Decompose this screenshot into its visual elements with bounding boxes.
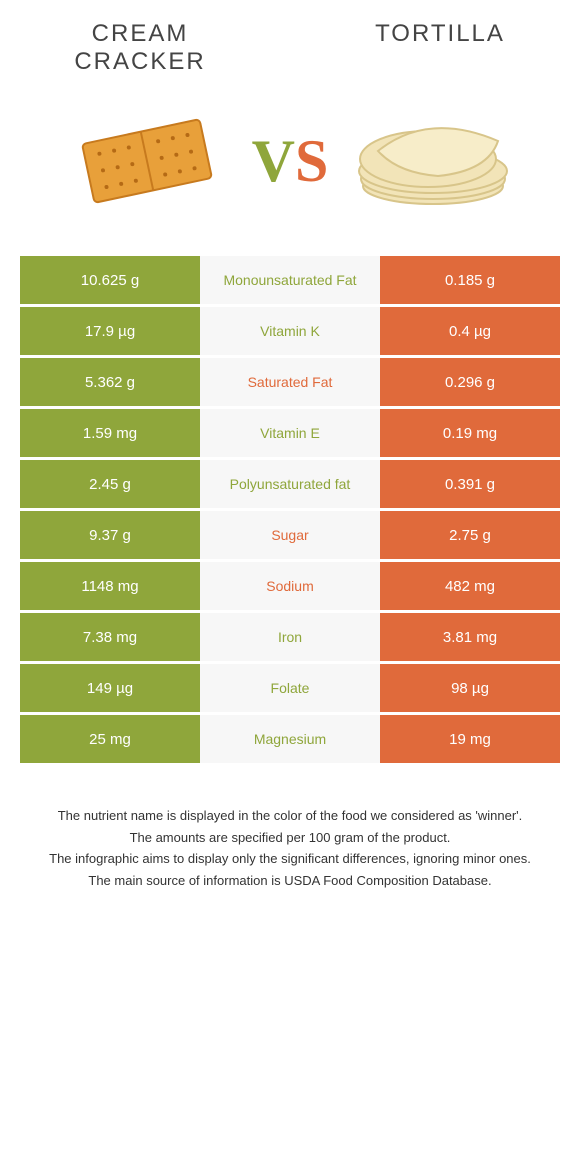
table-row: 2.45 gPolyunsaturated fat0.391 g xyxy=(20,460,560,511)
footer-line: The nutrient name is displayed in the co… xyxy=(30,806,550,826)
left-value: 17.9 µg xyxy=(20,307,200,355)
nutrient-name: Vitamin K xyxy=(200,307,380,355)
food-right-title: TORTILLA xyxy=(340,20,540,76)
nutrient-name: Sodium xyxy=(200,562,380,610)
table-row: 25 mgMagnesium19 mg xyxy=(20,715,560,766)
food-right-image xyxy=(348,96,518,226)
header: CREAM CRACKER TORTILLA xyxy=(0,0,580,86)
vs-label: VS xyxy=(252,127,329,196)
right-value: 0.391 g xyxy=(380,460,560,508)
right-value: 0.4 µg xyxy=(380,307,560,355)
right-value: 3.81 mg xyxy=(380,613,560,661)
nutrient-name: Vitamin E xyxy=(200,409,380,457)
nutrient-table: 10.625 gMonounsaturated Fat0.185 g17.9 µ… xyxy=(20,256,560,766)
footer-line: The infographic aims to display only the… xyxy=(30,849,550,869)
nutrient-name: Iron xyxy=(200,613,380,661)
table-row: 10.625 gMonounsaturated Fat0.185 g xyxy=(20,256,560,307)
left-value: 2.45 g xyxy=(20,460,200,508)
nutrient-name: Folate xyxy=(200,664,380,712)
footer-line: The amounts are specified per 100 gram o… xyxy=(30,828,550,848)
vs-v: V xyxy=(252,128,295,194)
table-row: 9.37 gSugar2.75 g xyxy=(20,511,560,562)
table-row: 149 µgFolate98 µg xyxy=(20,664,560,715)
nutrient-name: Saturated Fat xyxy=(200,358,380,406)
vs-row: VS xyxy=(0,86,580,256)
left-value: 5.362 g xyxy=(20,358,200,406)
table-row: 5.362 gSaturated Fat0.296 g xyxy=(20,358,560,409)
right-value: 98 µg xyxy=(380,664,560,712)
food-left-image xyxy=(62,96,232,226)
right-value: 0.19 mg xyxy=(380,409,560,457)
table-row: 1.59 mgVitamin E0.19 mg xyxy=(20,409,560,460)
food-left-title: CREAM CRACKER xyxy=(40,20,240,76)
nutrient-name: Sugar xyxy=(200,511,380,559)
nutrient-name: Magnesium xyxy=(200,715,380,763)
right-value: 19 mg xyxy=(380,715,560,763)
right-value: 0.296 g xyxy=(380,358,560,406)
right-value: 2.75 g xyxy=(380,511,560,559)
left-value: 9.37 g xyxy=(20,511,200,559)
right-value: 0.185 g xyxy=(380,256,560,304)
nutrient-name: Polyunsaturated fat xyxy=(200,460,380,508)
left-value: 25 mg xyxy=(20,715,200,763)
left-value: 10.625 g xyxy=(20,256,200,304)
left-value: 7.38 mg xyxy=(20,613,200,661)
nutrient-name: Monounsaturated Fat xyxy=(200,256,380,304)
left-value: 1.59 mg xyxy=(20,409,200,457)
footer-notes: The nutrient name is displayed in the co… xyxy=(0,766,580,912)
table-row: 1148 mgSodium482 mg xyxy=(20,562,560,613)
footer-line: The main source of information is USDA F… xyxy=(30,871,550,891)
left-value: 1148 mg xyxy=(20,562,200,610)
right-value: 482 mg xyxy=(380,562,560,610)
table-row: 7.38 mgIron3.81 mg xyxy=(20,613,560,664)
left-value: 149 µg xyxy=(20,664,200,712)
vs-s: S xyxy=(295,128,328,194)
table-row: 17.9 µgVitamin K0.4 µg xyxy=(20,307,560,358)
